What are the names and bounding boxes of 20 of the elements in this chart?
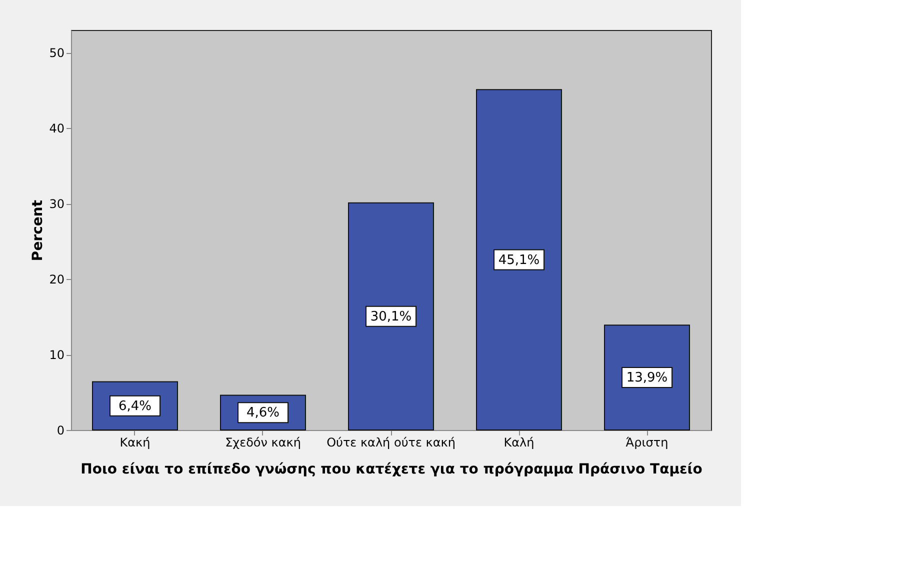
y-tick-label: 30 — [49, 197, 64, 212]
y-axis-title: Percent — [30, 200, 46, 262]
data-label: 30,1% — [370, 309, 412, 324]
x-tick-label: Ούτε καλή ούτε κακή — [326, 436, 456, 450]
y-tick-label: 10 — [49, 348, 64, 362]
x-tick-label: Άριστη — [626, 436, 668, 450]
x-tick-label: Σχεδόν κακή — [225, 436, 301, 450]
y-tick-label: 20 — [49, 272, 64, 287]
data-label: 6,4% — [118, 398, 152, 414]
y-tick-label: 0 — [56, 424, 64, 438]
bar — [348, 202, 434, 430]
y-tick-label: 40 — [49, 122, 64, 136]
data-label: 45,1% — [498, 252, 540, 268]
x-axis-title: Ποιο είναι το επίπεδο γνώσης που κατέχετε για το πρόγραμμα Πράσινο Ταμείο — [80, 462, 703, 478]
y-tick-label: 50 — [49, 46, 64, 60]
data-label: 13,9% — [626, 370, 668, 386]
x-tick-label: Κακή — [120, 436, 150, 450]
data-label: 4,6% — [246, 406, 280, 421]
bar — [476, 89, 562, 430]
x-tick-label: Καλή — [504, 436, 534, 450]
